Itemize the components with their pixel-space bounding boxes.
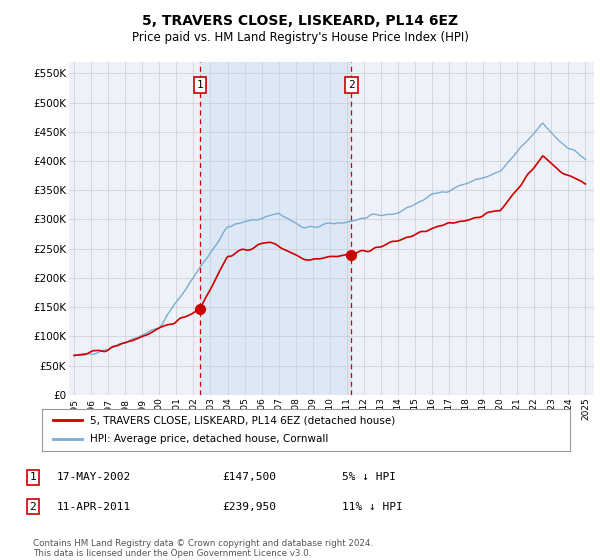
Text: 1: 1 — [29, 472, 37, 482]
Text: 11-APR-2011: 11-APR-2011 — [57, 502, 131, 512]
Text: £239,950: £239,950 — [222, 502, 276, 512]
Bar — [200, 62, 352, 395]
Text: 5, TRAVERS CLOSE, LISKEARD, PL14 6EZ (detached house): 5, TRAVERS CLOSE, LISKEARD, PL14 6EZ (de… — [89, 415, 395, 425]
Text: £147,500: £147,500 — [222, 472, 276, 482]
Text: 2: 2 — [29, 502, 37, 512]
Text: Price paid vs. HM Land Registry's House Price Index (HPI): Price paid vs. HM Land Registry's House … — [131, 31, 469, 44]
Text: 17-MAY-2002: 17-MAY-2002 — [57, 472, 131, 482]
Text: 5, TRAVERS CLOSE, LISKEARD, PL14 6EZ: 5, TRAVERS CLOSE, LISKEARD, PL14 6EZ — [142, 14, 458, 28]
Text: Contains HM Land Registry data © Crown copyright and database right 2024.
This d: Contains HM Land Registry data © Crown c… — [33, 539, 373, 558]
Text: HPI: Average price, detached house, Cornwall: HPI: Average price, detached house, Corn… — [89, 435, 328, 445]
Text: 11% ↓ HPI: 11% ↓ HPI — [342, 502, 403, 512]
Text: 2: 2 — [348, 80, 355, 90]
Text: 1: 1 — [196, 80, 203, 90]
Text: 5% ↓ HPI: 5% ↓ HPI — [342, 472, 396, 482]
